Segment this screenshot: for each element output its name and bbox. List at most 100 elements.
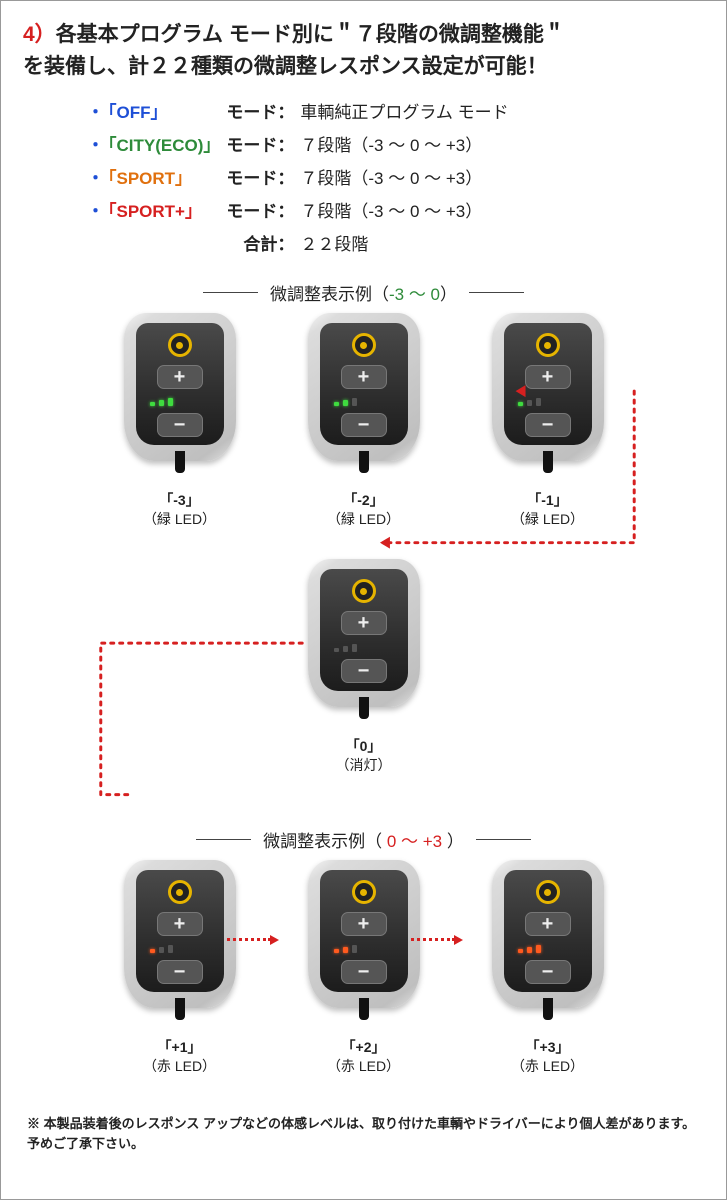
bullet: ・ — [87, 169, 108, 188]
device-body: +− — [308, 559, 420, 707]
device-level: 「+1」 — [158, 1039, 202, 1055]
device-face: +− — [504, 323, 592, 445]
led-indicator — [518, 402, 523, 406]
led-indicator — [150, 949, 155, 953]
led-indicator — [352, 398, 357, 406]
device-cell: +−「+3」（赤 LED） — [473, 860, 623, 1076]
led-indicator — [527, 947, 532, 953]
led-indicator — [168, 398, 173, 406]
minus-button[interactable]: − — [525, 960, 571, 984]
cable — [359, 451, 369, 473]
led-indicator — [334, 402, 339, 406]
device-face: +− — [136, 870, 224, 992]
section-title-pos: 微調整表示例（ 0 ～ +3 ） — [23, 827, 704, 852]
led-bar — [334, 642, 357, 652]
mode-name: 「SPORT」 — [108, 169, 192, 188]
led-indicator — [159, 400, 164, 406]
arrow-right-icon — [227, 938, 271, 941]
minus-button[interactable]: − — [341, 413, 387, 437]
section-neg-prefix: 微調整表示例（ — [270, 285, 389, 304]
row-neg: +−「-3」（緑 LED）+−「-2」（緑 LED）+−「-1」（緑 LED） — [23, 313, 704, 559]
plus-button[interactable]: + — [525, 365, 571, 389]
device-cell: +−「-3」（緑 LED） — [105, 313, 255, 529]
device: +− — [492, 860, 604, 1020]
cable — [359, 697, 369, 719]
device-body: +− — [308, 860, 420, 1008]
mode-value: ７段階（-3 ～ 0 ～ +3） — [298, 197, 510, 228]
device-body: +− — [124, 860, 236, 1008]
mode-value: 車輌純正プログラム モード — [298, 98, 510, 129]
cable — [359, 998, 369, 1020]
device-cell: +−「-2」（緑 LED） — [289, 313, 439, 529]
device-face: +− — [136, 323, 224, 445]
device-cell: +−「-1」（緑 LED） — [473, 313, 623, 529]
power-ring-icon — [352, 333, 376, 357]
device-label: 「0」（消灯） — [336, 737, 392, 775]
device-body: +− — [124, 313, 236, 461]
device-body: +− — [492, 860, 604, 1008]
minus-button[interactable]: − — [525, 413, 571, 437]
cable — [175, 451, 185, 473]
device: +− — [492, 313, 604, 473]
sum-value: ２２段階 — [298, 230, 510, 261]
plus-button[interactable]: + — [157, 912, 203, 936]
device-label: 「+3」 （赤 LED） — [511, 1038, 584, 1076]
row-zero: +−「0」（消灯） — [23, 559, 704, 809]
section-pos-suffix: ） — [447, 832, 464, 851]
minus-button[interactable]: − — [157, 960, 203, 984]
led-indicator — [527, 400, 532, 406]
mode-name: 「CITY(ECO)」 — [108, 136, 220, 155]
device-sub: （赤 LED） — [143, 1058, 216, 1074]
plus-button[interactable]: + — [341, 365, 387, 389]
power-ring-icon — [168, 880, 192, 904]
plus-button[interactable]: + — [525, 912, 571, 936]
device-level: 「+2」 — [342, 1039, 386, 1055]
device: +− — [308, 860, 420, 1020]
device-level: 「-3」 — [159, 492, 199, 508]
device: +− — [124, 313, 236, 473]
led-indicator — [343, 400, 348, 406]
minus-button[interactable]: − — [157, 413, 203, 437]
power-ring-icon — [352, 579, 376, 603]
page: 4）各基本プログラム モード別に＂７段階の微調整機能＂ を装備し、計２２種類の微… — [0, 0, 727, 1200]
mode-label: モード： — [224, 164, 296, 195]
device-sub: （緑 LED） — [327, 511, 400, 527]
power-ring-icon — [536, 333, 560, 357]
led-bar — [334, 943, 357, 953]
bullet: ・ — [87, 202, 108, 221]
mode-label: モード： — [224, 98, 296, 129]
mode-name: 「OFF」 — [108, 103, 168, 122]
section-pos-range: 0 ～ +3 — [382, 832, 447, 851]
minus-button[interactable]: − — [341, 960, 387, 984]
minus-button[interactable]: − — [341, 659, 387, 683]
section-neg-range: -3 ～ 0 — [389, 285, 440, 304]
plus-button[interactable]: + — [157, 365, 203, 389]
device-body: +− — [492, 313, 604, 461]
heading-line1: 各基本プログラム モード別に＂７段階の微調整機能＂ — [56, 23, 565, 46]
mode-value: ７段階（-3 ～ 0 ～ +3） — [298, 131, 510, 162]
device-sub: （赤 LED） — [511, 1058, 584, 1074]
led-indicator — [150, 402, 155, 406]
mode-label: モード： — [224, 131, 296, 162]
led-indicator — [168, 945, 173, 953]
heading: 4）各基本プログラム モード別に＂７段階の微調整機能＂ を装備し、計２２種類の微… — [23, 19, 704, 82]
plus-button[interactable]: + — [341, 912, 387, 936]
plus-button[interactable]: + — [341, 611, 387, 635]
bullet: ・ — [87, 103, 108, 122]
device-sub: （赤 LED） — [327, 1058, 400, 1074]
device-cell: +−「0」（消灯） — [289, 559, 439, 775]
led-indicator — [334, 648, 339, 652]
section-pos-prefix: 微調整表示例（ — [263, 832, 382, 851]
device-sub: （緑 LED） — [511, 511, 584, 527]
device-level: 「+3」 — [526, 1039, 570, 1055]
bullet: ・ — [87, 136, 108, 155]
led-indicator — [352, 945, 357, 953]
power-ring-icon — [168, 333, 192, 357]
section-title-neg: 微調整表示例（-3 ～ 0） — [23, 280, 704, 305]
led-indicator — [518, 949, 523, 953]
cable — [543, 998, 553, 1020]
modes-table: ・「OFF」モード：車輌純正プログラム モード・「CITY(ECO)」モード：７… — [83, 96, 704, 262]
device-level: 「-2」 — [343, 492, 383, 508]
device-face: +− — [320, 870, 408, 992]
device-face: +− — [320, 323, 408, 445]
